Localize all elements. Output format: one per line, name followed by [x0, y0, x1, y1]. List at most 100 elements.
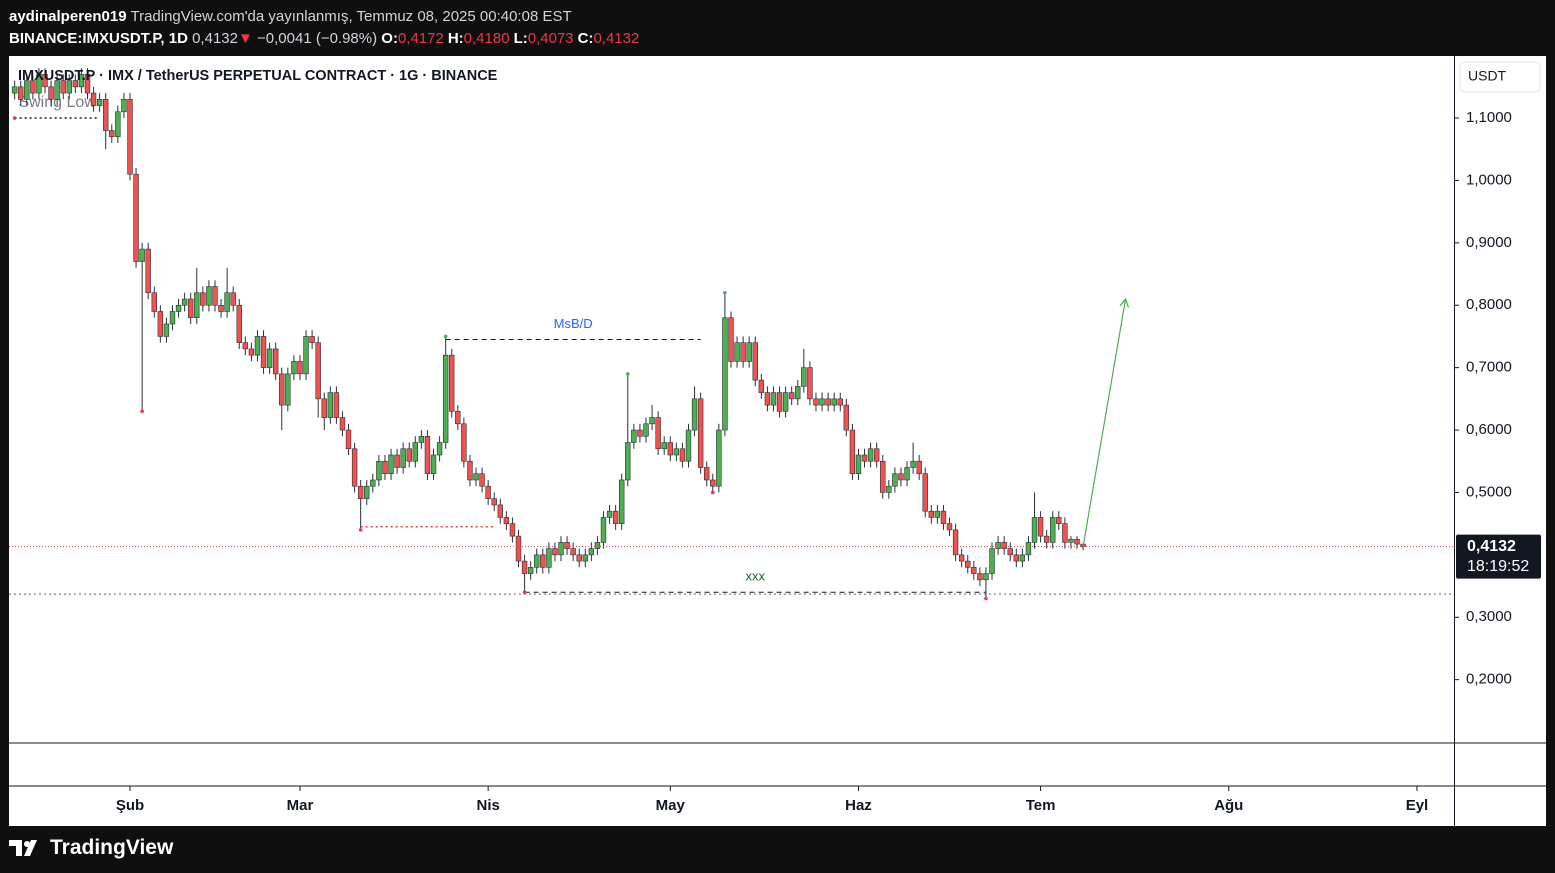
- candle-body: [637, 429, 643, 437]
- candle-body: [1068, 538, 1074, 543]
- candle-body: [643, 423, 649, 437]
- candle-body: [218, 304, 224, 312]
- candle-body: [1007, 548, 1013, 556]
- chart-bg: [9, 56, 1546, 826]
- candle-body: [1019, 554, 1026, 562]
- candle-body: [971, 567, 977, 574]
- candle-body: [515, 535, 522, 562]
- candle-body: [279, 373, 285, 406]
- candle-body: [315, 342, 321, 400]
- candle-body: [145, 248, 151, 294]
- candle-body: [333, 392, 340, 418]
- brand: TradingView: [50, 836, 174, 859]
- ohlc-value: 0,4132: [593, 30, 640, 47]
- candle-body: [728, 317, 734, 362]
- candle-body: [30, 80, 36, 94]
- drawing-label: xxx: [746, 569, 766, 584]
- candle-body: [564, 542, 570, 549]
- candle-body: [394, 454, 400, 468]
- candle-body: [400, 448, 406, 468]
- candle-body: [1074, 538, 1080, 545]
- candle-body: [788, 392, 795, 400]
- candle-body: [467, 460, 473, 481]
- candle-body: [430, 454, 437, 475]
- pivot-dot: [358, 528, 363, 532]
- header-line-1: aydinalperen019 TradingView.com'da yayın…: [9, 6, 643, 28]
- candle-body: [54, 80, 60, 100]
- candle-body: [497, 504, 503, 518]
- candle-body: [619, 479, 625, 524]
- candle-body: [928, 510, 935, 518]
- candle-body: [849, 429, 856, 475]
- candle-body: [139, 248, 145, 262]
- candle-body: [78, 74, 85, 88]
- candle-body: [782, 392, 789, 412]
- candle-body: [224, 292, 230, 312]
- y-tick-label: 0,8000: [1466, 296, 1512, 313]
- candle-body: [1037, 517, 1044, 537]
- y-tick-label: 1,0000: [1466, 171, 1512, 188]
- candle-body: [151, 292, 157, 312]
- candle-body: [995, 542, 1001, 549]
- currency-button[interactable]: [1459, 61, 1541, 93]
- candle-body: [764, 392, 771, 406]
- candle-body: [831, 398, 837, 406]
- candle-body: [989, 548, 995, 574]
- candle-body: [309, 336, 315, 343]
- candle-body: [200, 292, 206, 306]
- candle-body: [266, 348, 273, 368]
- candle-body: [473, 473, 479, 481]
- candle-body: [485, 485, 491, 499]
- y-tick-label: 0,5000: [1466, 483, 1512, 500]
- candle-body: [327, 392, 334, 418]
- candle-body: [795, 386, 801, 400]
- y-tick-label: 0,7000: [1466, 359, 1512, 376]
- candle-body: [96, 99, 103, 106]
- candle-body: [291, 361, 297, 375]
- candle-body: [181, 298, 188, 306]
- ohlc-label: O:: [381, 30, 398, 47]
- last: 0,4132: [192, 30, 238, 47]
- candle-body: [163, 323, 170, 337]
- candle-body: [109, 130, 115, 138]
- candle-body: [230, 292, 236, 306]
- candle-body: [922, 473, 928, 512]
- pivot-dot: [710, 490, 715, 495]
- author: aydinalperen019: [9, 8, 127, 25]
- candle-body: [194, 292, 200, 319]
- candle-body: [42, 74, 48, 88]
- candle-body: [157, 311, 164, 337]
- candle-body: [297, 361, 303, 375]
- price-tag-countdown: 18:19:52: [1467, 558, 1529, 575]
- candle-body: [946, 523, 953, 531]
- candle-body: [540, 554, 546, 568]
- candle-body: [1050, 517, 1056, 543]
- candle-body: [837, 398, 843, 406]
- header-line-2: BINANCE:IMXUSDT.P, 1D 0,4132▼ −0,0041 (−…: [9, 28, 643, 50]
- price-tag-price: 0,4132: [1467, 538, 1516, 555]
- candle-body: [710, 479, 716, 487]
- candle-body: [704, 467, 710, 481]
- candle-body: [594, 542, 601, 549]
- candle-body: [436, 442, 443, 456]
- y-tick-label: 0,2000: [1466, 671, 1512, 688]
- candle-body: [418, 435, 425, 443]
- candle-body: [345, 429, 352, 450]
- candle-body: [382, 460, 388, 475]
- candle-body: [600, 517, 607, 543]
- x-tick-label: May: [656, 797, 686, 814]
- candle-body: [84, 74, 91, 94]
- candle-body: [904, 467, 910, 481]
- candle-body: [479, 473, 485, 487]
- logo: [9, 840, 37, 856]
- candle-body: [983, 573, 989, 581]
- candle-body: [977, 573, 983, 581]
- candle-body: [825, 398, 831, 406]
- chart-title: IMXUSDT.P · IMX / TetherUS PERPETUAL CON…: [18, 68, 498, 84]
- drawing-label: MsB/D: [554, 316, 593, 331]
- candle-body: [734, 342, 740, 362]
- candle-body: [254, 336, 261, 356]
- x-tick-label: Eyl: [1406, 797, 1429, 814]
- candle-body: [892, 473, 898, 487]
